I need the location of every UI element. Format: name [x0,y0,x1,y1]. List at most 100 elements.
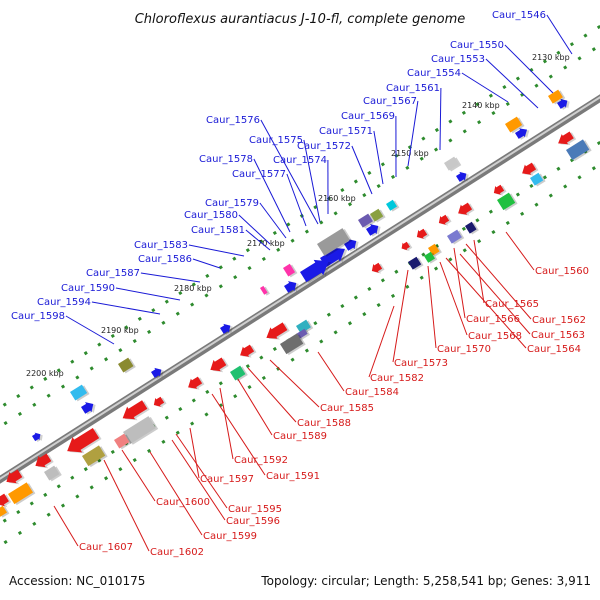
gene-label-caur-1561[interactable]: Caur_1561 [386,83,440,94]
gene-label-caur-1554[interactable]: Caur_1554 [407,68,461,79]
reverse-gene [122,400,150,421]
feature-box [408,256,424,271]
feature-box [230,365,248,382]
gene-label-caur-1591[interactable]: Caur_1591 [266,471,320,482]
feature-box [118,357,136,374]
gene-label-caur-1590[interactable]: Caur_1590 [61,283,115,294]
gene-label-caur-1567[interactable]: Caur_1567 [363,96,417,107]
tick-label: 2170 kbp [247,239,285,248]
gene-label-caur-1595[interactable]: Caur_1595 [228,504,282,515]
label-line [253,158,291,233]
label-line [121,449,156,502]
gene-label-caur-1607[interactable]: Caur_1607 [79,542,133,553]
reverse-gene [35,453,54,469]
gene-label-caur-1568[interactable]: Caur_1568 [468,331,522,342]
label-line [188,244,245,257]
reverse-gene [401,241,413,252]
feature-box [260,285,270,296]
label-line [235,375,273,436]
label-line [53,505,79,547]
gene-label-caur-1579[interactable]: Caur_1579 [205,198,259,209]
feature-box [386,199,400,212]
reverse-gene [240,344,257,358]
label-line [368,305,395,378]
forward-gene [220,323,233,335]
gene-label-caur-1589[interactable]: Caur_1589 [273,431,327,442]
label-line [211,393,266,476]
label-line [286,173,307,227]
track-dots-0 [0,24,600,410]
reverse-gene [210,357,229,373]
forward-gene [456,171,469,183]
reverse-gene [6,469,25,485]
gene-label-caur-1573[interactable]: Caur_1573 [394,358,448,369]
label-line [219,387,234,460]
topology-text: Topology: circular; Length: 5,258,541 bp… [261,574,591,588]
gene-label-caur-1569[interactable]: Caur_1569 [341,111,395,122]
gene-label-caur-1572[interactable]: Caur_1572 [297,141,351,152]
gene-label-caur-1582[interactable]: Caur_1582 [370,373,424,384]
gene-label-caur-1598[interactable]: Caur_1598 [11,311,65,322]
reverse-gene [438,214,452,226]
gene-label-caur-1587[interactable]: Caur_1587 [86,268,140,279]
reverse-gene [371,262,385,274]
gene-label-caur-1570[interactable]: Caur_1570 [437,344,491,355]
gene-label-caur-1585[interactable]: Caur_1585 [320,403,374,414]
forward-gene-labels[interactable]: Caur_1546 Caur_1550 Caur_1553 Caur_1554 Caur… [11,10,546,322]
label-line [317,351,345,392]
reverse-label-lines [53,231,535,552]
gene-label-caur-1594[interactable]: Caur_1594 [37,297,91,308]
gene-label-caur-1586[interactable]: Caur_1586 [138,254,192,265]
gene-label-caur-1560[interactable]: Caur_1560 [535,266,589,277]
map-title: Chloroflexus aurantiacus J-10-fl, comple… [135,12,466,27]
gene-label-caur-1600[interactable]: Caur_1600 [156,497,210,508]
forward-gene [300,259,331,284]
forward-gene [515,128,530,140]
gene-label-caur-1602[interactable]: Caur_1602 [150,547,204,558]
feature-box [548,89,566,105]
gene-label-caur-1597[interactable]: Caur_1597 [200,474,254,485]
gene-label-caur-1596[interactable]: Caur_1596 [226,516,280,527]
tick-label: 2140 kbp [462,101,500,110]
gene-label-caur-1583[interactable]: Caur_1583 [134,240,188,251]
gene-label-caur-1588[interactable]: Caur_1588 [297,418,351,429]
label-line [65,315,115,345]
gene-label-caur-1564[interactable]: Caur_1564 [527,344,581,355]
gene-label-caur-1553[interactable]: Caur_1553 [431,54,485,65]
feature-box [447,229,465,245]
feature-box [123,416,159,445]
label-line [461,72,509,103]
reverse-gene [458,202,475,216]
label-line [259,202,287,239]
gene-label-caur-1574[interactable]: Caur_1574 [273,155,327,166]
label-line [439,261,468,336]
gene-label-caur-1581[interactable]: Caur_1581 [191,225,245,236]
gene-label-caur-1599[interactable]: Caur_1599 [203,531,257,542]
track-dots-1 [0,43,600,429]
reverse-gene-labels[interactable]: Caur_1560 Caur_1565 Caur_1562 Caur_1566 Caur… [79,266,589,558]
tick-label: 2180 kbp [174,284,212,293]
label-line [445,257,527,349]
gene-label-caur-1566[interactable]: Caur_1566 [466,314,520,325]
label-line [473,239,485,304]
gene-label-caur-1546[interactable]: Caur_1546 [492,10,546,21]
gene-label-caur-1578[interactable]: Caur_1578 [199,154,253,165]
track-dots-3 [0,162,600,548]
tick-label: 2190 kbp [101,326,139,335]
gene-label-caur-1562[interactable]: Caur_1562 [532,315,586,326]
gene-label-caur-1575[interactable]: Caur_1575 [249,135,303,146]
gene-label-caur-1565[interactable]: Caur_1565 [485,299,539,310]
gene-label-caur-1592[interactable]: Caur_1592 [234,455,288,466]
gene-label-caur-1584[interactable]: Caur_1584 [345,387,399,398]
gene-label-caur-1563[interactable]: Caur_1563 [531,330,585,341]
gene-label-caur-1571[interactable]: Caur_1571 [319,126,373,137]
feature-box [283,263,298,278]
gene-label-caur-1576[interactable]: Caur_1576 [206,115,260,126]
feature-box [497,192,518,212]
gene-label-caur-1550[interactable]: Caur_1550 [450,40,504,51]
gene-label-caur-1577[interactable]: Caur_1577 [232,169,286,180]
feature-box [566,139,592,162]
gene-label-caur-1580[interactable]: Caur_1580 [184,210,238,221]
feature-box [530,172,546,187]
